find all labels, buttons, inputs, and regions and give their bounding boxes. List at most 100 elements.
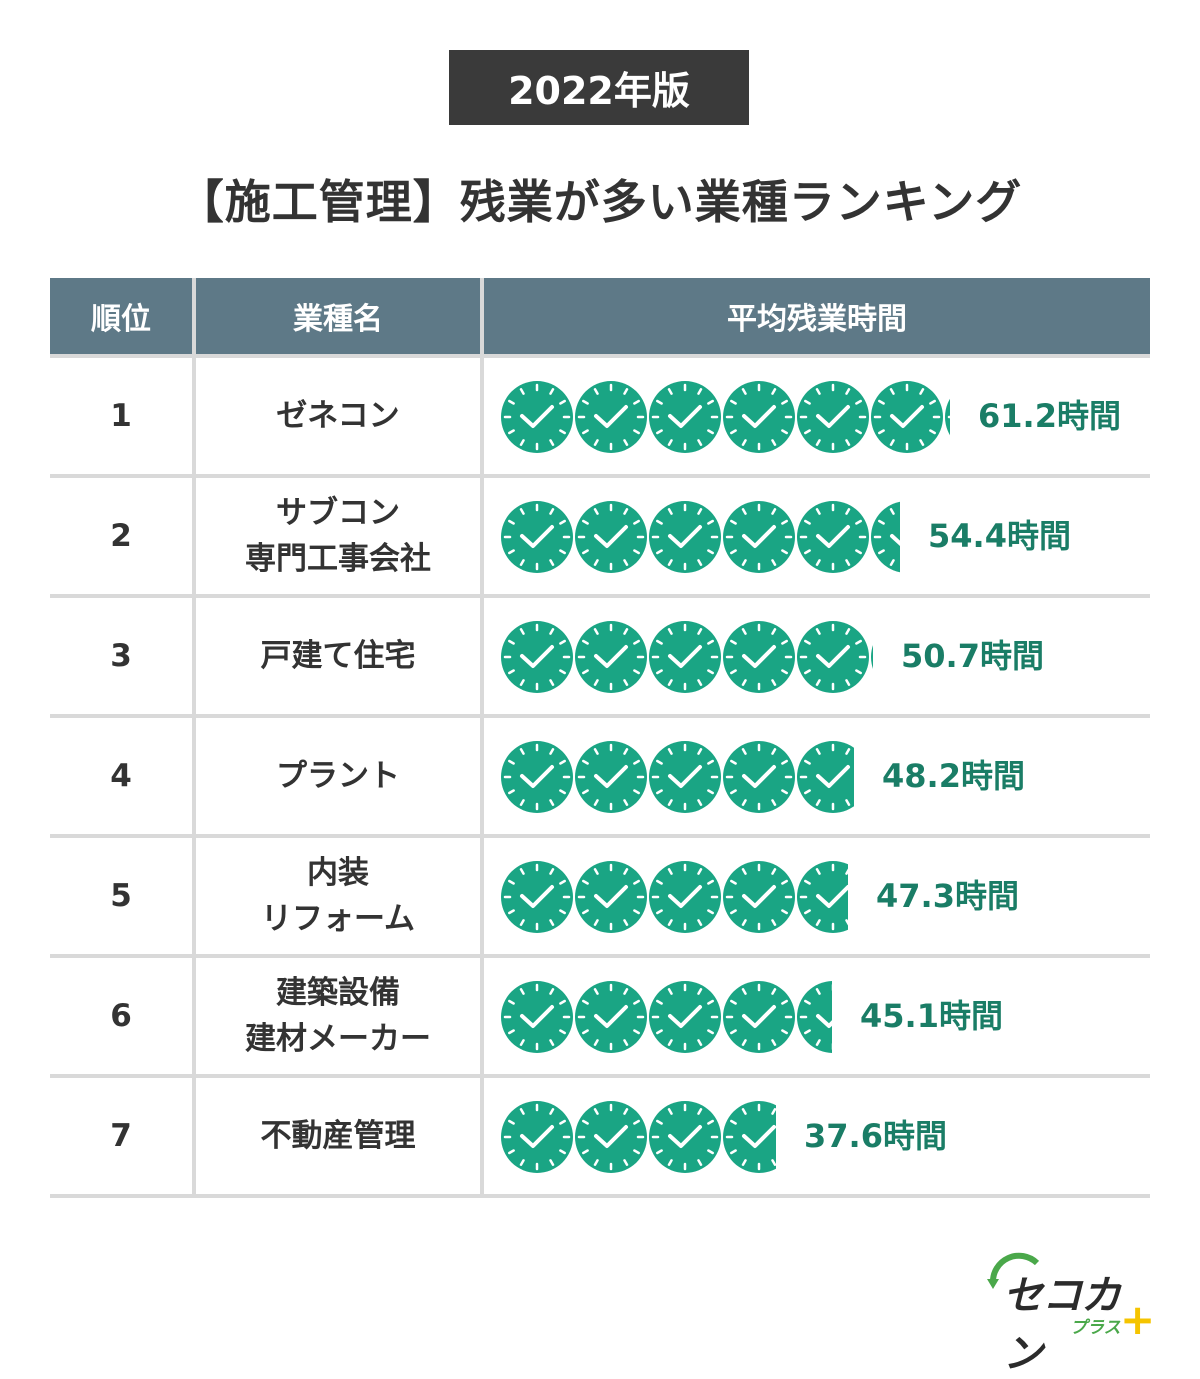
hours-bar-cell: 54.4時間	[484, 478, 1150, 594]
rank-cell: 5	[50, 838, 192, 954]
clock-icon	[575, 741, 647, 813]
industry-name-line: プラント	[276, 757, 400, 794]
clock-icon	[501, 621, 573, 693]
clock-bar-svg	[501, 501, 900, 573]
rank-cell: 6	[50, 958, 192, 1074]
page-title: 【施工管理】残業が多い業種ランキング	[177, 175, 1023, 229]
clock-icon	[945, 398, 950, 436]
hours-value-label: 54.4時間	[928, 517, 1071, 555]
hours-value-label: 48.2時間	[882, 757, 1025, 795]
clock-bar-svg	[501, 741, 854, 813]
clock-icon	[649, 741, 721, 813]
industry-name-cell: 不動産管理	[196, 1078, 480, 1194]
clock-icon	[871, 381, 943, 453]
clock-icon	[501, 981, 573, 1053]
clock-icon	[649, 501, 721, 573]
hours-value-label: 45.1時間	[860, 997, 1003, 1035]
clock-icon	[649, 981, 721, 1053]
clock-bar	[500, 500, 900, 574]
hours-bar-cell: 48.2時間	[484, 718, 1150, 834]
hours-value-label: 37.6時間	[804, 1117, 947, 1155]
rank-cell: 3	[50, 598, 192, 714]
industry-name-line: 不動産管理	[260, 1117, 416, 1154]
clock-icon	[723, 861, 795, 933]
clock-bar-svg	[501, 861, 848, 933]
hours-value-label: 47.3時間	[876, 877, 1019, 915]
rank-cell: 2	[50, 478, 192, 594]
clock-icon	[723, 981, 795, 1053]
clock-icon	[575, 1101, 647, 1173]
hours-value-label: 61.2時間	[978, 397, 1121, 435]
clock-bar	[500, 620, 873, 694]
clock-bar	[500, 740, 854, 814]
clock-icon	[501, 861, 573, 933]
clock-icon	[649, 381, 721, 453]
year-badge: 2022年版	[449, 50, 749, 125]
clock-icon	[501, 1101, 573, 1173]
clock-icon	[501, 501, 573, 573]
logo-arc-icon	[987, 1252, 1040, 1289]
industry-name-line: サブコン	[276, 494, 400, 531]
industry-name-line: ゼネコン	[276, 397, 400, 434]
clock-bar	[500, 980, 832, 1054]
clock-icon	[575, 861, 647, 933]
ranking-table: 順位 業種名 平均残業時間 1 ゼネコン 61.2時間 2 サブコン 専門工事会社 54.4…	[50, 278, 1150, 1198]
industry-name-cell: サブコン専門工事会社	[196, 478, 480, 594]
clock-icon	[575, 381, 647, 453]
hours-bar-cell: 47.3時間	[484, 838, 1150, 954]
industry-name-cell: プラント	[196, 718, 480, 834]
industry-name-line: 戸建て住宅	[260, 637, 416, 674]
sekokan-plus-logo: セコカン プラス +	[985, 1245, 1155, 1377]
clock-icon	[501, 741, 573, 813]
header-rank: 順位	[50, 278, 192, 354]
clock-bar	[500, 1100, 776, 1174]
industry-name-cell: 戸建て住宅	[196, 598, 480, 714]
industry-name-cell: 内装 リフォーム	[196, 838, 480, 954]
clock-icon	[649, 861, 721, 933]
clock-icon	[871, 645, 873, 669]
clock-bar-svg	[501, 381, 950, 453]
clock-icon	[797, 381, 869, 453]
hours-value-label: 50.7時間	[901, 637, 1044, 675]
rank-cell: 7	[50, 1078, 192, 1194]
header-hours: 平均残業時間	[484, 278, 1150, 354]
clock-icon	[575, 501, 647, 573]
clock-icon	[871, 501, 900, 573]
logo-sub-text: プラス	[1070, 1318, 1121, 1338]
clock-bar-svg	[501, 1101, 776, 1173]
logo-plus-mark: +	[1120, 1295, 1156, 1344]
clock-icon	[575, 981, 647, 1053]
industry-name-line: 内装	[307, 854, 369, 891]
clock-icon	[723, 741, 795, 813]
clock-bar	[500, 860, 848, 934]
clock-icon	[797, 501, 869, 573]
clock-icon	[649, 1101, 721, 1173]
logo-main-text: セコカン	[1003, 1273, 1121, 1377]
industry-name-line: 建材メーカー	[245, 1021, 431, 1057]
clock-icon	[797, 981, 832, 1053]
hours-bar-cell: 61.2時間	[484, 358, 1150, 474]
clock-bar	[500, 380, 950, 454]
clock-icon	[723, 621, 795, 693]
hours-bar-cell: 45.1時間	[484, 958, 1150, 1074]
clock-bar-svg	[501, 981, 832, 1053]
industry-name-cell: ゼネコン	[196, 358, 480, 474]
industry-name-line: 専門工事会社	[245, 541, 431, 577]
industry-name-cell: 建築設備建材メーカー	[196, 958, 480, 1074]
clock-icon	[575, 621, 647, 693]
hours-bar-cell: 50.7時間	[484, 598, 1150, 714]
clock-icon	[649, 621, 721, 693]
clock-icon	[501, 381, 573, 453]
clock-icon	[723, 381, 795, 453]
clock-icon	[797, 621, 869, 693]
clock-icon	[723, 501, 795, 573]
industry-name-line: リフォーム	[260, 901, 416, 937]
clock-icon	[797, 861, 848, 933]
industry-name-line: 建築設備	[276, 974, 400, 1011]
clock-bar-svg	[501, 621, 873, 693]
clock-icon	[723, 1101, 776, 1173]
rank-cell: 4	[50, 718, 192, 834]
header-industry: 業種名	[196, 278, 480, 354]
hours-bar-cell: 37.6時間	[484, 1078, 1150, 1194]
clock-icon	[797, 741, 854, 813]
